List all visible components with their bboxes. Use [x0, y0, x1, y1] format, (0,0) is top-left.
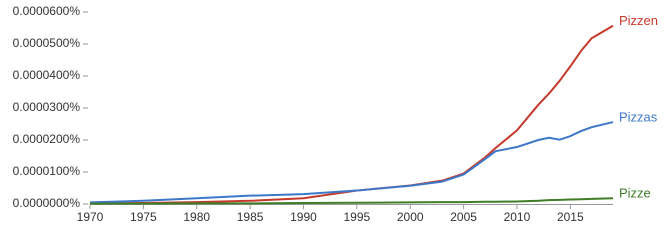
- y-tick-label: 0.0000400%: [13, 68, 81, 82]
- x-tick-label: 2005: [450, 210, 477, 224]
- x-tick-label: 1975: [130, 210, 157, 224]
- series-line: [89, 121, 614, 204]
- y-tick-label: 0.0000100%: [13, 164, 81, 178]
- legend-label: Pizze: [619, 186, 651, 201]
- x-tick-label: 1970: [77, 210, 104, 224]
- y-tick-label: 0.0000300%: [13, 100, 81, 114]
- chart: 0.0000000% 0.0000100% 0.0000200% 0.0000300%…: [13, 4, 658, 224]
- x-tick-label: 2010: [504, 210, 531, 224]
- x-tick-label: 1995: [343, 210, 370, 224]
- legend-label: Pizzen: [619, 13, 658, 28]
- x-tick-label: 2015: [557, 210, 584, 224]
- y-tick-label: 0.0000600%: [13, 4, 81, 18]
- x-tick-label: 1985: [237, 210, 264, 224]
- legend-label: Pizzas: [619, 110, 658, 125]
- x-tick-label: 1980: [183, 210, 210, 224]
- y-tick-label: 0.0000200%: [13, 132, 81, 146]
- series-line: [90, 197, 614, 205]
- x-tick-label: 2000: [397, 210, 424, 224]
- y-tick-label: 0.0000500%: [13, 36, 81, 50]
- y-tick-label: 0.0000000%: [13, 196, 81, 210]
- x-tick-label: 1990: [290, 210, 317, 224]
- series-line: [89, 24, 614, 205]
